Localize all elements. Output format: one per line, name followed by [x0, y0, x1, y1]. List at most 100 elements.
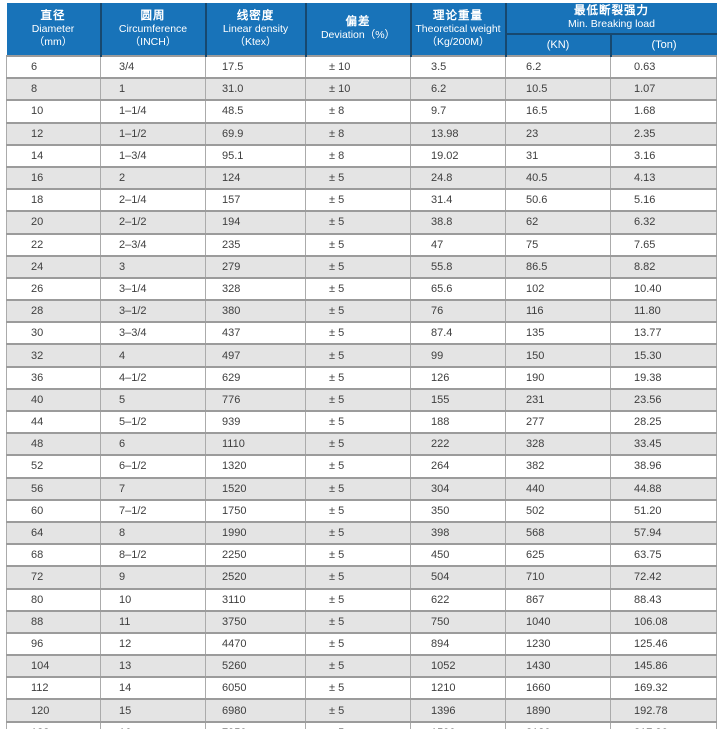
cell: 398	[410, 520, 506, 545]
header-diameter-unit: （mm）	[33, 35, 73, 48]
cell: 106.08	[610, 609, 717, 633]
cell: ± 5	[305, 188, 411, 212]
rope-spec-table: 直径 Diameter （mm） 圆周 Circumference （INCH）…	[6, 3, 717, 729]
table-row: 52 6–1/2 1320 ± 5 264 382 38.96	[6, 454, 717, 478]
cell: 437	[205, 321, 306, 345]
table-row: 18 2–1/4 157 ± 5 31.4 50.6 5.16	[6, 188, 717, 212]
cell: 328	[505, 432, 611, 456]
cell: 190	[505, 365, 611, 389]
cell: ± 5	[305, 498, 411, 522]
cell: 7	[100, 476, 206, 500]
cell: 22	[6, 232, 101, 256]
cell: ± 5	[305, 409, 411, 434]
cell: 31.0	[205, 77, 306, 101]
cell: 15.30	[610, 343, 717, 367]
cell: 112	[6, 676, 101, 700]
cell: 304	[410, 476, 506, 500]
table-row: 64 8 1990 ± 5 398 568 57.94	[6, 520, 717, 545]
cell: 188	[410, 409, 506, 434]
cell: 95.1	[205, 143, 306, 167]
cell: 328	[205, 276, 306, 301]
cell: 1660	[505, 676, 611, 700]
cell: ± 5	[305, 476, 411, 500]
table-row: 16 2 124 ± 5 24.8 40.5 4.13	[6, 165, 717, 190]
header-breaking-load-zh: 最低断裂强力	[574, 5, 649, 17]
cell: 8	[100, 520, 206, 545]
header-circumference-en: Circumference	[118, 22, 188, 35]
cell: ± 5	[305, 299, 411, 323]
cell: ± 5	[305, 698, 411, 722]
cell: ± 8	[305, 143, 411, 167]
header-circumference-zh: 圆周	[140, 9, 166, 22]
cell: 217.26	[610, 720, 717, 729]
header-breaking-load-en: Min. Breaking load	[568, 18, 655, 30]
cell: 2–1/4	[100, 188, 206, 212]
table-row: 56 7 1520 ± 5 304 440 44.88	[6, 476, 717, 500]
table-row: 36 4–1/2 629 ± 5 126 190 19.38	[6, 365, 717, 389]
cell: 68	[6, 543, 101, 567]
cell: 32	[6, 343, 101, 367]
header-linear-density-en: Linear density	[222, 22, 289, 35]
cell: ± 10	[305, 54, 411, 79]
header-breaking-load-kn: (KN)	[504, 33, 611, 56]
cell: 3.16	[610, 143, 717, 167]
cell: ± 5	[305, 276, 411, 301]
header-theoretical-weight-en: Theoretical weight	[415, 22, 501, 35]
header-diameter: 直径 Diameter （mm）	[6, 3, 101, 56]
cell: 1	[100, 77, 206, 101]
cell: 14	[100, 676, 206, 700]
table-header: 直径 Diameter （mm） 圆周 Circumference （INCH）…	[6, 3, 717, 56]
cell: ± 5	[305, 432, 411, 456]
cell: 3–1/4	[100, 276, 206, 301]
cell: 622	[410, 587, 506, 611]
cell: 3–3/4	[100, 321, 206, 345]
cell: 12	[6, 121, 101, 145]
cell: 11	[100, 609, 206, 633]
cell: 19.38	[610, 365, 717, 389]
cell: 1210	[410, 676, 506, 700]
table-row: 12 1–1/2 69.9 ± 8 13.98 23 2.35	[6, 121, 717, 145]
cell: 440	[505, 476, 611, 500]
cell: 1520	[205, 476, 306, 500]
cell: 222	[410, 432, 506, 456]
cell: 625	[505, 543, 611, 567]
header-theoretical-weight: 理论重量 Theoretical weight （Kg/200M）	[409, 3, 506, 56]
cell: 69.9	[205, 121, 306, 145]
table-row: 28 3–1/2 380 ± 5 76 116 11.80	[6, 299, 717, 323]
cell: 76	[410, 299, 506, 323]
cell: 7.65	[610, 232, 717, 256]
cell: 710	[505, 565, 611, 589]
cell: 62	[505, 210, 611, 234]
cell: 450	[410, 543, 506, 567]
cell: 155	[410, 387, 506, 411]
cell: 4.13	[610, 165, 717, 190]
cell: ± 5	[305, 387, 411, 411]
table-row: 30 3–3/4 437 ± 5 87.4 135 13.77	[6, 321, 717, 345]
cell: 47	[410, 232, 506, 256]
cell: 50.6	[505, 188, 611, 212]
cell: ± 5	[305, 321, 411, 345]
cell: 150	[505, 343, 611, 367]
cell: 28	[6, 299, 101, 323]
cell: 194	[205, 210, 306, 234]
cell: 24.8	[410, 165, 506, 190]
cell: 120	[6, 698, 101, 722]
cell: 1–3/4	[100, 143, 206, 167]
cell: 102	[505, 276, 611, 301]
cell: 40	[6, 387, 101, 411]
cell: 1.07	[610, 77, 717, 101]
table-row: 6 3/4 17.5 ± 10 3.5 6.2 0.63	[6, 54, 717, 79]
table-row: 96 12 4470 ± 5 894 1230 125.46	[6, 631, 717, 656]
cell: 7950	[205, 720, 306, 729]
table-row: 48 6 1110 ± 5 222 328 33.45	[6, 432, 717, 456]
cell: 13	[100, 654, 206, 678]
cell: 6.2	[505, 54, 611, 79]
cell: 31.4	[410, 188, 506, 212]
cell: 104	[6, 654, 101, 678]
cell: ± 5	[305, 654, 411, 678]
cell: 75	[505, 232, 611, 256]
table-row: 26 3–1/4 328 ± 5 65.6 102 10.40	[6, 276, 717, 301]
cell: 5–1/2	[100, 409, 206, 434]
cell: 5260	[205, 654, 306, 678]
cell: 135	[505, 321, 611, 345]
